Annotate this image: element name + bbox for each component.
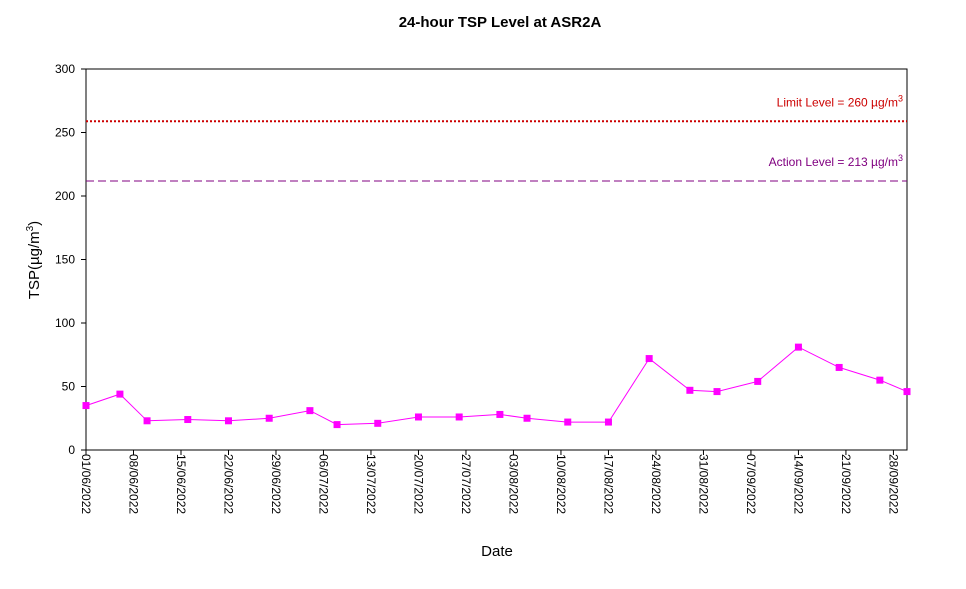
x-tick-label: 14/09/2022 — [791, 454, 805, 514]
action-level-label: Action Level = 213 µg/m3 — [769, 153, 903, 169]
tsp-data-point — [686, 386, 694, 394]
x-tick-label: 28/09/2022 — [886, 454, 900, 514]
chart-title: 24-hour TSP Level at ASR2A — [399, 14, 602, 31]
x-tick-label: 31/08/2022 — [696, 454, 710, 514]
y-tick-label: 200 — [55, 189, 75, 203]
x-tick-label: 22/06/2022 — [221, 454, 235, 514]
x-tick-label: 06/07/2022 — [316, 454, 330, 514]
tsp-data-point — [116, 390, 124, 398]
tsp-data-point — [82, 402, 90, 410]
tsp-data-point — [835, 363, 843, 371]
x-tick-label: 29/06/2022 — [269, 454, 283, 514]
x-tick-label: 27/07/2022 — [459, 454, 473, 514]
series-group — [82, 343, 911, 429]
y-axis-label: TSP(µg/m3) — [25, 221, 43, 299]
y-axis: 0 50 100 150 200 250 300 — [55, 62, 86, 457]
x-tick-label: 03/08/2022 — [506, 454, 520, 514]
x-tick-label: 17/08/2022 — [601, 454, 615, 514]
y-axis-label-close: ) — [26, 221, 43, 226]
tsp-data-point — [184, 416, 192, 424]
x-tick-label: 08/06/2022 — [126, 454, 140, 514]
x-tick-label: 15/06/2022 — [174, 454, 188, 514]
x-tick-label: 07/09/2022 — [744, 454, 758, 514]
y-tick-label: 0 — [68, 443, 75, 457]
plot-area — [85, 68, 908, 451]
y-axis-label-sup: 3 — [25, 225, 36, 231]
y-tick-label: 50 — [62, 380, 76, 394]
y-tick-label: 150 — [55, 253, 75, 267]
tsp-data-point — [645, 355, 653, 363]
tsp-data-point — [306, 407, 314, 415]
y-axis-label-main: TSP(µg/m — [26, 231, 43, 299]
x-tick-label: 01/06/2022 — [79, 454, 93, 514]
tsp-data-point — [333, 421, 341, 429]
tsp-data-point — [455, 413, 463, 421]
tsp-data-point — [794, 343, 802, 351]
x-axis: 01/06/2022 08/06/2022 15/06/2022 22/06/2022… — [79, 450, 900, 514]
tsp-data-point — [903, 388, 911, 396]
tsp-data-point — [265, 414, 273, 422]
x-tick-label: 10/08/2022 — [554, 454, 568, 514]
tsp-data-point — [374, 419, 382, 427]
x-tick-label: 13/07/2022 — [364, 454, 378, 514]
tsp-data-point — [713, 388, 721, 396]
y-tick-label: 300 — [55, 62, 75, 76]
x-tick-label: 24/08/2022 — [649, 454, 663, 514]
tsp-data-point — [564, 418, 572, 426]
y-tick-label: 250 — [55, 126, 75, 140]
limit-level-label: Limit Level = 260 µg/m3 — [777, 93, 903, 109]
limit-level-label-sup: 3 — [898, 93, 903, 103]
tsp-data-point — [754, 377, 762, 385]
action-level-label-sup: 3 — [898, 153, 903, 163]
action-level-label-text: Action Level = 213 µg/m — [769, 155, 898, 169]
x-tick-label: 20/07/2022 — [411, 454, 425, 514]
tsp-data-point — [496, 410, 504, 418]
tsp-data-point — [414, 413, 422, 421]
tsp-data-point — [224, 417, 232, 425]
x-tick-label: 21/09/2022 — [839, 454, 853, 514]
tsp-data-point — [523, 414, 531, 422]
tsp-data-point — [604, 418, 612, 426]
limit-level-label-text: Limit Level = 260 µg/m — [777, 95, 898, 109]
tsp-data-point — [143, 417, 151, 425]
tsp-data-point — [876, 376, 884, 384]
x-axis-label: Date — [481, 543, 513, 560]
y-tick-label: 100 — [55, 316, 75, 330]
